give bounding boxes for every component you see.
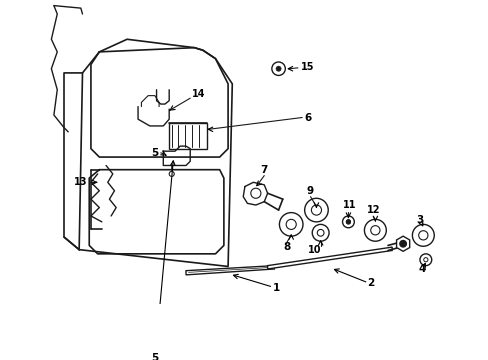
Text: 15: 15 — [301, 62, 314, 72]
Text: 12: 12 — [366, 205, 380, 215]
Bar — [169, 123, 206, 149]
Text: 2: 2 — [367, 278, 374, 288]
Text: 3: 3 — [415, 215, 423, 225]
Text: 10: 10 — [307, 246, 321, 256]
Circle shape — [346, 220, 350, 224]
Text: 8: 8 — [283, 242, 290, 252]
Text: 11: 11 — [343, 200, 356, 210]
Text: 9: 9 — [306, 186, 313, 196]
Text: 14: 14 — [191, 89, 205, 99]
Text: 7: 7 — [260, 165, 267, 175]
Polygon shape — [185, 266, 274, 275]
Polygon shape — [267, 247, 391, 269]
Text: 5: 5 — [151, 353, 158, 360]
Text: 5: 5 — [151, 148, 158, 158]
Circle shape — [276, 66, 281, 71]
Text: 13: 13 — [74, 177, 87, 187]
Circle shape — [399, 240, 406, 247]
Text: 1: 1 — [272, 283, 279, 293]
Text: 6: 6 — [304, 113, 311, 122]
Polygon shape — [396, 236, 409, 251]
Text: 4: 4 — [418, 264, 426, 274]
